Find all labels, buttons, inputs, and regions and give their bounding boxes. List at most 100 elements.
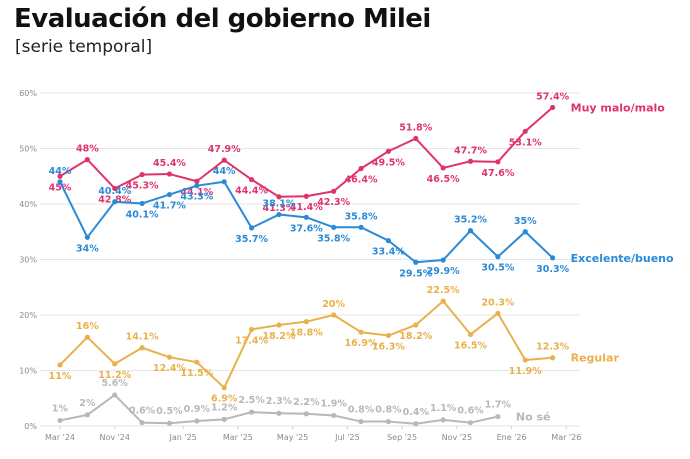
- data-label: 45%: [49, 182, 72, 193]
- x-tick-label: Mar '25: [223, 433, 253, 442]
- data-point: [522, 229, 528, 235]
- data-point: [139, 345, 145, 351]
- data-label: 0.9%: [184, 404, 211, 415]
- y-tick-label: 0%: [24, 422, 37, 431]
- data-point: [248, 225, 255, 231]
- data-label: 0.6%: [457, 406, 484, 417]
- data-label: 18.2%: [399, 331, 432, 342]
- data-point: [440, 298, 446, 304]
- data-label: 11.5%: [180, 368, 213, 379]
- data-label: 35.7%: [235, 234, 268, 245]
- data-point: [57, 362, 63, 368]
- data-point: [194, 183, 200, 189]
- data-label: 0.8%: [375, 405, 402, 416]
- series-name-label: No sé: [516, 411, 551, 424]
- data-point: [358, 224, 364, 230]
- data-label: 44%: [49, 166, 72, 177]
- data-point: [331, 412, 337, 419]
- data-label: 37.6%: [290, 223, 323, 234]
- data-point: [303, 214, 309, 220]
- data-label: 45.4%: [153, 158, 186, 169]
- data-label: 40.1%: [126, 209, 159, 220]
- data-point: [248, 409, 255, 415]
- data-label: 42.3%: [317, 197, 350, 208]
- data-label: 5.6%: [102, 378, 129, 389]
- data-point: [495, 310, 501, 316]
- data-label: 41.7%: [153, 201, 186, 212]
- data-label: 46.4%: [345, 174, 378, 185]
- series-excelente-bueno: 44% 34% 40.4% 40.1%41.7%43.3% 44% 35.7% 38.1% 3…: [49, 166, 674, 279]
- data-label: 22.5%: [427, 285, 460, 296]
- x-tick-label: Jan '25: [169, 433, 197, 442]
- data-label: 35.8%: [317, 233, 350, 244]
- data-point: [84, 334, 90, 340]
- y-tick-label: 20%: [19, 311, 37, 320]
- data-label: 29.9%: [427, 266, 460, 277]
- data-point: [467, 228, 474, 234]
- data-point: [331, 188, 337, 194]
- data-point: [276, 322, 282, 328]
- series-no-s-: 1%2%5.6%0.6% 0.5% 0.9% 1.2%2.5% 2.3% 2.2% 1.9%…: [52, 378, 551, 427]
- data-label: 0.6%: [129, 406, 156, 417]
- data-point: [413, 421, 419, 427]
- data-point: [57, 179, 63, 185]
- x-tick-label: May '25: [277, 433, 308, 442]
- data-label: 0.5%: [156, 406, 183, 417]
- series-regular: 11%16%11.2%14.1%12.4%11.5%6.9%17.4%18.2%…: [49, 285, 620, 405]
- data-point: [221, 416, 227, 422]
- data-point: [467, 331, 474, 338]
- data-point: [221, 157, 227, 163]
- x-tick-label: Mar '24: [45, 433, 75, 442]
- data-point: [522, 357, 528, 363]
- data-point: [139, 420, 145, 426]
- data-point: [358, 329, 364, 335]
- data-label: 41.3%: [262, 203, 295, 214]
- data-label: 38.1%: [262, 199, 295, 210]
- data-label: 49.5%: [372, 157, 405, 168]
- data-point: [194, 359, 200, 365]
- data-point: [84, 412, 90, 418]
- data-point: [467, 420, 474, 426]
- data-point: [550, 104, 556, 111]
- x-tick-label: Sep '25: [387, 433, 417, 442]
- data-point: [112, 392, 118, 398]
- data-point: [139, 171, 145, 178]
- data-point: [276, 410, 282, 416]
- data-label: 11.9%: [509, 366, 542, 377]
- data-label: 44.4%: [235, 186, 268, 197]
- data-point: [221, 179, 227, 185]
- data-point: [413, 135, 419, 142]
- data-label: 47.6%: [481, 168, 514, 179]
- data-label: 34%: [76, 243, 99, 254]
- data-point: [440, 417, 446, 423]
- data-label: 1.2%: [211, 402, 238, 413]
- data-label: 46.5%: [427, 174, 460, 185]
- data-point: [550, 355, 556, 361]
- series-name-label: Muy malo/malo: [571, 101, 666, 114]
- data-label: 12.3%: [536, 342, 569, 353]
- data-point: [495, 159, 501, 165]
- x-tick-label: Jul '25: [334, 433, 360, 442]
- data-point: [276, 194, 282, 200]
- chart-subtitle: [serie temporal]: [15, 37, 153, 57]
- data-point: [112, 361, 118, 367]
- data-point: [276, 211, 282, 218]
- data-label: 14.1%: [126, 332, 159, 343]
- x-tick-label: Ene '26: [497, 433, 527, 442]
- data-point: [112, 185, 118, 192]
- data-label: 44.1%: [180, 187, 213, 198]
- data-point: [248, 176, 255, 183]
- y-tick-label: 30%: [19, 256, 37, 265]
- data-label: 53.1%: [509, 137, 542, 148]
- data-point: [440, 165, 446, 171]
- data-point: [57, 417, 63, 424]
- x-tick-label: Mar '26: [551, 433, 581, 442]
- data-label: 33.4%: [372, 247, 405, 258]
- data-label: 20.3%: [481, 297, 514, 308]
- data-point: [166, 354, 173, 360]
- data-point: [413, 259, 419, 265]
- data-label: 0.4%: [403, 407, 430, 418]
- data-point: [522, 128, 528, 134]
- data-point: [331, 312, 337, 318]
- data-label: 30.3%: [536, 264, 569, 275]
